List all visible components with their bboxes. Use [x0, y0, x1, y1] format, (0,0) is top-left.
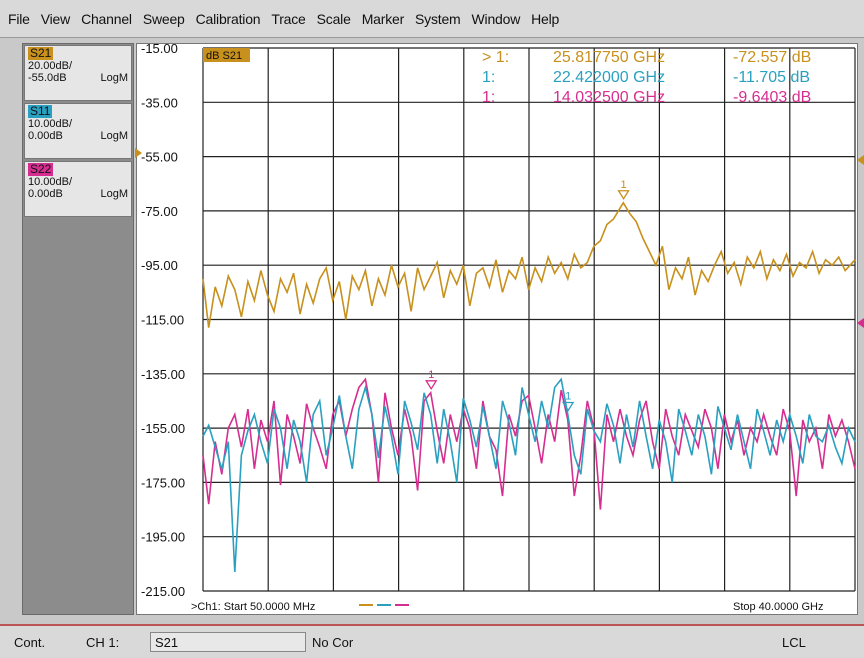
active-trace-label-bg: [203, 48, 250, 62]
reference-level-marker: [135, 148, 142, 158]
trace-scale: 10.00dB/: [28, 118, 73, 130]
trace-ref: 0.00dB: [28, 188, 63, 200]
menu-bar: File View Channel Sweep Calibration Trace Scal…: [0, 0, 864, 38]
marker-number: 1: [621, 179, 627, 191]
menu-file[interactable]: File: [8, 10, 30, 27]
marker-freq: 14.032500 GHz: [553, 89, 666, 106]
y-tick-label: -115.00: [141, 313, 184, 328]
menu-view[interactable]: View: [40, 10, 71, 27]
marker-triangle: [561, 401, 575, 412]
sweep-mode[interactable]: Cont.: [14, 635, 46, 650]
y-tick-label: -15.00: [141, 44, 178, 56]
marker-prefix: 1:: [482, 69, 496, 86]
trace-box-s22[interactable]: S22 10.00dB/0.00dB LogM: [24, 161, 132, 217]
trace-format: LogM: [100, 188, 128, 200]
chart-svg: -15.00 -35.00 -55.00 -75.00 -95.00 -115.00 -13…: [141, 44, 856, 613]
marker-prefix: > 1:: [482, 49, 510, 66]
trace-scale: 10.00dB/: [28, 176, 73, 188]
trace-box-s21[interactable]: S21 20.00dB/-55.0dB LogM: [24, 45, 132, 101]
trace-box-s11[interactable]: S11 10.00dB/0.00dB LogM: [24, 103, 132, 159]
y-tick-label: -175.00: [141, 475, 185, 490]
reference-level-marker: [857, 155, 864, 165]
y-tick-label: -135.00: [141, 367, 185, 382]
trace-s11-line: [202, 377, 856, 573]
y-tick-label: -55.00: [141, 150, 178, 165]
y-tick-label: -35.00: [141, 95, 178, 110]
channel-label: CH 1:: [86, 635, 120, 650]
menu-sweep[interactable]: Sweep: [142, 10, 185, 27]
trace-s22-line: [202, 377, 856, 510]
correction-status[interactable]: No Cor: [312, 635, 354, 650]
marker-prefix: 1:: [482, 89, 496, 106]
y-tick-label: -95.00: [141, 258, 178, 273]
active-trace-label: dB S21: [206, 50, 242, 62]
marker-freq: 22.422000 GHz: [553, 69, 666, 86]
marker-triangle: [617, 190, 630, 200]
marker-value: -9.6403 dB: [733, 89, 812, 106]
menu-marker[interactable]: Marker: [361, 10, 405, 27]
marker-value: -11.705 dB: [733, 69, 811, 86]
trace-name: S21: [28, 46, 54, 60]
menu-system[interactable]: System: [415, 10, 461, 27]
measurement-chart[interactable]: -15.00 -35.00 -55.00 -75.00 -95.00 -115.00 -13…: [136, 43, 858, 615]
reference-level-marker: [857, 318, 864, 328]
marker-freq: 25.817750 GHz: [553, 49, 666, 66]
trace-scale: 20.00dB/: [28, 60, 73, 72]
trace-format: LogM: [100, 72, 128, 84]
y-tick-label: -155.00: [141, 421, 185, 436]
marker-number: 1: [565, 391, 571, 403]
trace-name: S11: [28, 104, 53, 118]
trace-ref: 0.00dB: [28, 130, 63, 142]
lcl-status: LCL: [782, 635, 806, 650]
y-tick-label: -75.00: [141, 204, 178, 219]
menu-channel[interactable]: Channel: [81, 10, 132, 27]
trace-ref-row: -55.0dB LogM: [28, 72, 128, 84]
trace-ref: -55.0dB: [28, 72, 67, 84]
sweep-start-label: >Ch1: Start 50.0000 MHz: [191, 601, 315, 613]
menu-help[interactable]: Help: [531, 10, 560, 27]
trace-ref-row: 0.00dB LogM: [28, 188, 128, 200]
menu-scale[interactable]: Scale: [316, 10, 351, 27]
trace-s21-line: [202, 201, 856, 328]
marker-number: 1: [428, 369, 434, 381]
marker-value: -72.557 dB: [733, 49, 812, 66]
trace-ref-row: 0.00dB LogM: [28, 130, 128, 142]
marker-triangle: [425, 380, 438, 391]
trace-name: S22: [28, 162, 54, 176]
status-bar: Cont. CH 1: S21 No Cor LCL: [0, 624, 864, 658]
trace-format: LogM: [100, 130, 128, 142]
menu-calibration[interactable]: Calibration: [195, 10, 261, 27]
menu-trace[interactable]: Trace: [271, 10, 306, 27]
active-trace-field[interactable]: S21: [150, 632, 306, 652]
y-tick-label: -195.00: [141, 530, 185, 545]
menu-window[interactable]: Window: [471, 10, 521, 27]
trace-panel: S21 20.00dB/-55.0dB LogM S11 10.00dB/0.00dB L…: [22, 43, 134, 615]
y-tick-label: -215.00: [141, 584, 185, 599]
sweep-stop-label: Stop 40.0000 GHz: [733, 601, 824, 613]
